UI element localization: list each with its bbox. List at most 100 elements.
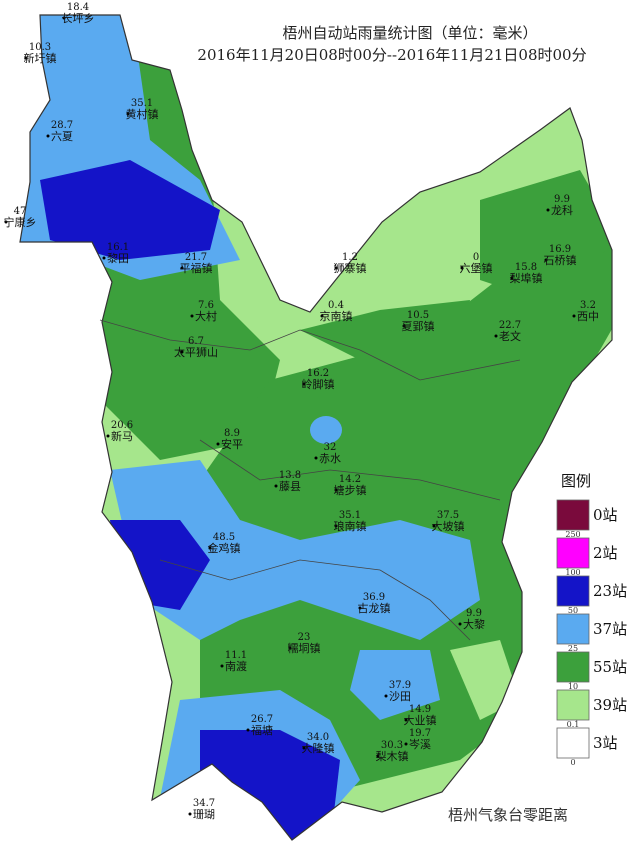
station-name: 新马 [111, 429, 133, 443]
station-name: 老文 [499, 329, 521, 343]
station-name: 大村 [195, 309, 217, 323]
station-dot [180, 266, 184, 270]
station-value: 15.8 [515, 262, 537, 273]
station-name: 大坡镇 [432, 519, 465, 533]
station-name: 黄村镇 [126, 107, 159, 121]
station-dot [24, 56, 28, 60]
legend-swatch [556, 499, 590, 531]
station-name: 龙科 [551, 203, 573, 217]
station-dot [46, 134, 50, 138]
station-name: 梨埠镇 [510, 271, 543, 285]
legend-scale: 25 [568, 644, 578, 653]
legend-scale: 100 [565, 568, 580, 577]
station-dot [180, 350, 184, 354]
station-value: 19.7 [409, 728, 431, 739]
station-value: 14.9 [409, 704, 431, 715]
station-dot [458, 622, 462, 626]
legend-scale: 0.1 [567, 720, 580, 729]
station-dot [190, 314, 194, 318]
station-name: 六夏 [51, 130, 73, 143]
station-dot [544, 258, 548, 262]
station-dot [572, 314, 576, 318]
station-dot [334, 266, 338, 270]
station-name: 福塘 [251, 723, 273, 737]
station-dot [126, 112, 130, 116]
subtitle: 2016年11月20日08时00分--2016年11月21日08时00分 [197, 46, 586, 64]
boundaries [99, 319, 521, 641]
legend-swatch [556, 613, 590, 645]
station-name: 塘步镇 [334, 483, 367, 497]
legend-label: 37站 [593, 620, 627, 638]
station-dot [334, 488, 338, 492]
station-dot [274, 484, 278, 488]
station-dot [402, 324, 406, 328]
station-name: 狮寨镇 [334, 261, 367, 275]
station-value: 37.9 [389, 680, 411, 691]
station-dot [102, 256, 106, 260]
station-dot [510, 276, 514, 280]
station-name: 新圩镇 [24, 51, 57, 65]
legend-scale: 0 [570, 758, 575, 767]
station-dot [216, 442, 220, 446]
station-value: 22.7 [499, 320, 521, 331]
legend-label: 3站 [593, 734, 618, 752]
station-dot [208, 546, 212, 550]
station-name: 金鸡镇 [208, 541, 241, 555]
station-value: 8.9 [224, 428, 240, 439]
station-value: 6.7 [188, 336, 204, 347]
station-value: 35.1 [131, 98, 153, 109]
legend-label: 23站 [593, 582, 627, 600]
station-value: 20.6 [111, 420, 133, 431]
legend-swatch [556, 651, 590, 683]
station-name: 黎田 [107, 251, 129, 265]
station-dot [404, 718, 408, 722]
station-name: 沙田 [389, 690, 411, 703]
station-value: 35.1 [339, 510, 361, 521]
legend-label: 39站 [593, 696, 627, 714]
station-value: 48.5 [213, 532, 235, 543]
station-dot [384, 694, 388, 698]
station-name: 大隆镇 [302, 741, 335, 755]
station-value: 47 [14, 206, 27, 217]
station-value: 14.2 [339, 474, 361, 485]
station-name: 石桥镇 [544, 253, 577, 267]
station-value: 1.2 [342, 252, 358, 263]
station-value: 23 [298, 632, 311, 643]
title: 梧州自动站雨量统计图（单位：毫米） [282, 24, 537, 42]
station-dot [404, 742, 408, 746]
station-value: 21.7 [185, 252, 207, 263]
station-value: 10.5 [407, 310, 429, 321]
legend-swatch [556, 689, 590, 721]
station-value: 37.5 [437, 510, 459, 521]
station-dot [334, 524, 338, 528]
station-name: 夏郢镇 [402, 319, 435, 333]
station-name: 长坪乡 [62, 12, 95, 25]
station-dot [302, 382, 306, 386]
legend-swatch [556, 537, 590, 569]
station-dot [246, 728, 250, 732]
station-name: 太平狮山 [174, 346, 218, 359]
station-value: 34.0 [307, 732, 329, 743]
legend-scale: 250 [565, 530, 580, 539]
station-value: 16.9 [549, 244, 571, 255]
station-dot [4, 220, 8, 224]
station-name: 安平 [221, 437, 243, 451]
legend-swatch [556, 727, 590, 759]
station-name: 平福镇 [180, 261, 213, 275]
station-name: 大黎 [463, 617, 485, 631]
station-value: 30.3 [381, 740, 403, 751]
station-name: 南渡 [225, 659, 247, 673]
station-dot [188, 812, 192, 816]
station-name: 西中 [577, 310, 599, 323]
station-name: 赤水 [319, 452, 341, 465]
legend-label: 2站 [593, 544, 618, 562]
station-value: 36.9 [363, 592, 385, 603]
station-value: 16.2 [307, 368, 329, 379]
station-value: 32 [324, 442, 337, 453]
station-name: 六堡镇 [460, 261, 493, 275]
station-name: 珊瑚 [193, 808, 215, 821]
station-name: 宁康乡 [4, 215, 37, 229]
station-name: 琅南镇 [334, 519, 367, 533]
